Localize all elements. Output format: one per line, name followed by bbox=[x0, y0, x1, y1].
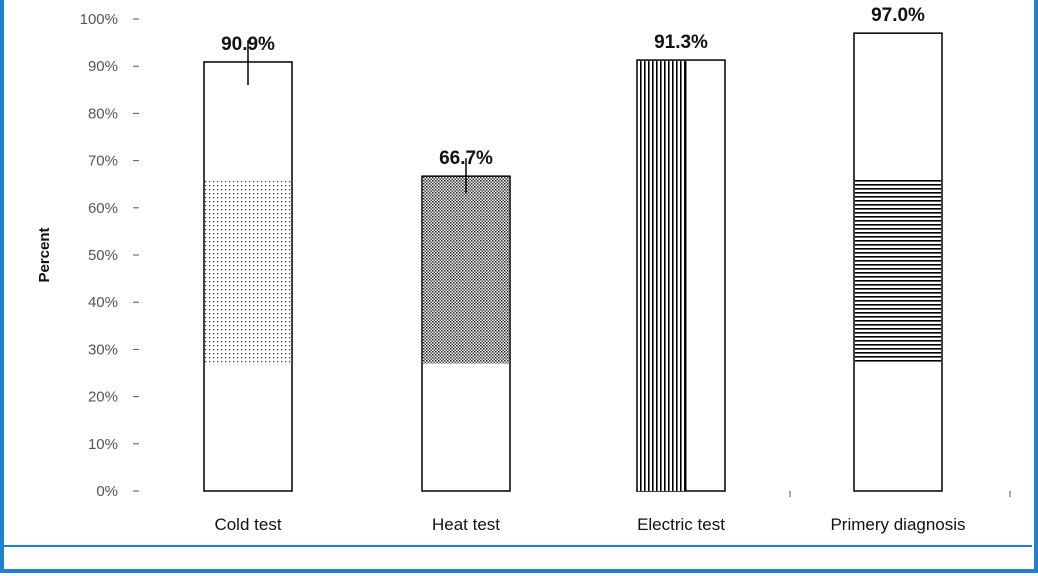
caption-divider bbox=[4, 545, 1032, 547]
value-label: 66.7% bbox=[439, 148, 493, 169]
category-label: Electric test bbox=[637, 515, 725, 534]
value-label: 91.3% bbox=[654, 32, 708, 53]
category-labels-group: Cold test Heat test Electric test Primery d… bbox=[214, 491, 1011, 534]
y-tick-label: 70% bbox=[88, 153, 118, 170]
value-label: 90.9% bbox=[221, 34, 275, 55]
y-tick-label: 40% bbox=[88, 294, 118, 311]
y-tick-label: 100% bbox=[80, 11, 118, 28]
y-tick-label: 50% bbox=[88, 247, 118, 264]
y-tick-label: 90% bbox=[88, 58, 118, 75]
bars-group bbox=[203, 32, 943, 492]
y-tick-label: 30% bbox=[88, 341, 118, 358]
bar-pattern-band bbox=[855, 179, 941, 364]
category-label: Primery diagnosis bbox=[830, 515, 965, 534]
y-tick-label: 80% bbox=[88, 105, 118, 122]
y-axis-label: Percent bbox=[36, 227, 53, 282]
y-tick-label: 10% bbox=[88, 436, 118, 453]
bar-pattern-band bbox=[638, 61, 686, 492]
y-tick-label: 60% bbox=[88, 200, 118, 217]
category-label: Cold test bbox=[214, 515, 281, 534]
y-tick-label: 20% bbox=[88, 389, 118, 406]
bar-pattern-band bbox=[205, 179, 291, 364]
category-label: Heat test bbox=[432, 515, 500, 534]
y-tick-label: 0% bbox=[96, 483, 118, 500]
bar-pattern-band bbox=[423, 177, 509, 364]
y-axis: 0% 10% 20% 30% 40% 50% 60% 70% 80% 90% 100% bbox=[80, 11, 139, 500]
value-labels-group: 90.9% 66.7% 91.3% 97.0% bbox=[221, 5, 925, 169]
value-label: 97.0% bbox=[871, 5, 925, 26]
